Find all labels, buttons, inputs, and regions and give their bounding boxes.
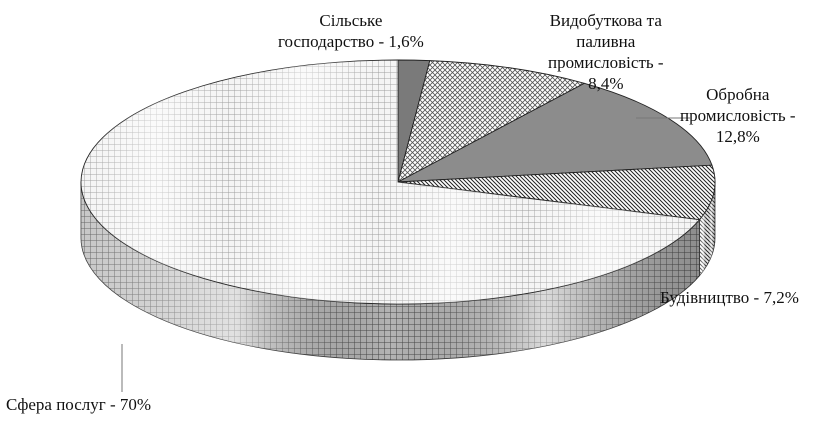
leader-lines: [121, 117, 690, 392]
pie-top-layer: [80, 59, 716, 305]
slice-label-services: Сфера послуг - 70%: [6, 395, 152, 414]
pie-side-shade-будівництво: [699, 182, 715, 276]
pie-side-shade-сфера-послуг: [81, 182, 700, 360]
pie-slice-видобуткова-та-паливна-промисловість: [397, 60, 586, 183]
slice-label-agriculture: Сільське господарство - 1,6%: [278, 11, 424, 51]
slice-label-construction: Будівництво - 7,2%: [660, 288, 799, 307]
slice-label-mining: Видобуткова та паливна промисловість - 8…: [548, 11, 664, 93]
slice-label-manufacturing: Обробна промисловість - 12,8%: [680, 85, 796, 146]
pie-slice-обробна-промисловість: [397, 82, 713, 183]
pie-slice-shade-сфера-послуг: [81, 60, 700, 304]
pie-slice-будівництво: [397, 164, 716, 221]
